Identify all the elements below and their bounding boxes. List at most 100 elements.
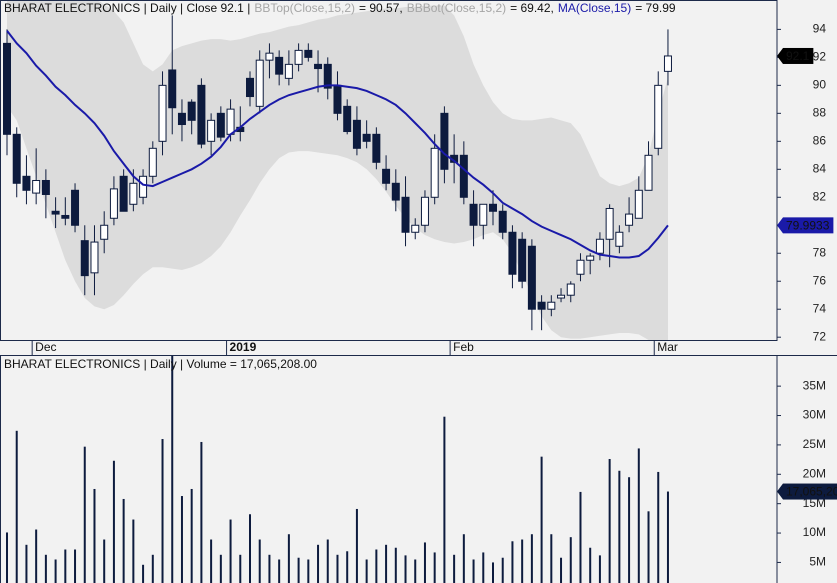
y-tick-label: 88: [813, 106, 827, 120]
candle-body: [119, 175, 128, 212]
last-value-pointer: [777, 217, 783, 234]
volume-bar: [511, 541, 514, 583]
moving-average-line: [6, 30, 669, 259]
candle-body: [71, 189, 80, 226]
volume-bar: [239, 554, 242, 583]
price-plot: [3, 0, 672, 340]
candle-body: [168, 69, 177, 109]
volume-bar: [190, 488, 193, 583]
candle-body: [527, 245, 536, 310]
x-tick-label: Dec: [35, 340, 56, 354]
volume-bar: [560, 557, 563, 583]
x-tick-label: 2019: [230, 340, 257, 354]
candle-body: [22, 175, 31, 191]
candle-body: [177, 112, 186, 126]
volume-bar: [326, 539, 329, 583]
volume-bar: [385, 544, 388, 583]
candle-body: [284, 63, 293, 79]
volume-bar: [530, 534, 533, 583]
last-value-pointer: [777, 47, 783, 64]
candle-body: [158, 84, 167, 142]
volume-bar: [569, 537, 572, 583]
candle-body: [479, 203, 488, 226]
volume-bar: [404, 555, 407, 583]
candle-body: [634, 189, 643, 219]
x-tick-label: Feb: [453, 340, 474, 354]
candle-body: [595, 238, 604, 254]
volume-bar: [122, 498, 125, 583]
volume-bar: [307, 559, 310, 583]
volume-bar: [258, 539, 261, 583]
volume-bar: [423, 542, 426, 583]
y-tick-label: 20M: [803, 466, 826, 480]
volume-bar: [482, 552, 485, 583]
candle-body: [246, 77, 254, 98]
volume-bar: [180, 496, 183, 583]
candle-body: [61, 214, 70, 219]
candle-body: [615, 231, 624, 247]
volume-bar: [83, 446, 86, 583]
volume-bar: [550, 534, 553, 583]
candle-body: [576, 259, 585, 275]
candle-body: [625, 213, 634, 226]
candle-body: [605, 207, 614, 240]
volume-bar: [375, 549, 378, 583]
y-tick-label: 76: [813, 273, 827, 287]
volume-bar: [171, 355, 174, 583]
volume-bar: [200, 441, 203, 583]
volume-bar: [598, 555, 601, 583]
candle-body: [518, 238, 527, 282]
legend-name: BBTop(Close,15,2): [254, 1, 355, 15]
candle-body: [401, 196, 410, 233]
volume-bar: [15, 430, 18, 583]
candle-body: [566, 283, 575, 296]
volume-bar: [462, 534, 465, 583]
candle-body: [644, 154, 653, 191]
candle-body: [226, 108, 235, 135]
volume-bar: [657, 471, 660, 583]
candle-body: [498, 210, 507, 233]
volume-bar: [453, 554, 456, 583]
candle-body: [265, 52, 274, 61]
candle-body: [586, 255, 595, 261]
candle-body: [187, 101, 196, 121]
legend-value: = 79.99: [635, 1, 676, 15]
candle-body: [216, 112, 225, 138]
candle-body: [80, 240, 89, 277]
candle-body: [323, 63, 332, 89]
candle-body: [391, 182, 400, 201]
volume-bar: [579, 491, 582, 583]
volume-bar: [346, 551, 349, 583]
last-value-pointer: [777, 483, 783, 500]
last-value-label: 92.1: [786, 49, 810, 63]
candle-body: [489, 203, 497, 212]
x-tick-label: Mar: [657, 340, 678, 354]
candle-body: [459, 154, 468, 198]
volume-bar: [74, 549, 77, 583]
volume-bar: [317, 544, 320, 583]
volume-bar: [44, 554, 47, 583]
last-value-marker: [783, 47, 814, 64]
candle-body: [411, 224, 420, 233]
volume-bar: [589, 547, 592, 583]
candle-body: [557, 294, 566, 299]
volume-bar: [25, 544, 28, 583]
candle-body: [469, 203, 478, 226]
volume-bar: [443, 416, 446, 583]
volume-bar: [112, 460, 115, 583]
y-tick-label: 35M: [803, 378, 826, 392]
candle-body: [333, 84, 342, 114]
candle-body: [537, 301, 546, 310]
volume-bar: [6, 532, 8, 583]
volume-bar: [35, 529, 38, 583]
volume-bar: [287, 534, 290, 583]
volume-bar: [501, 557, 504, 583]
candle-body: [12, 133, 21, 184]
panel-title: BHARAT ELECTRONICS | Daily | Close 92.1 …: [4, 1, 676, 15]
candle-body: [41, 179, 50, 195]
candle-body: [440, 112, 449, 170]
candle-body: [362, 133, 371, 142]
volume-bar: [618, 470, 621, 583]
candle-body: [547, 301, 556, 310]
